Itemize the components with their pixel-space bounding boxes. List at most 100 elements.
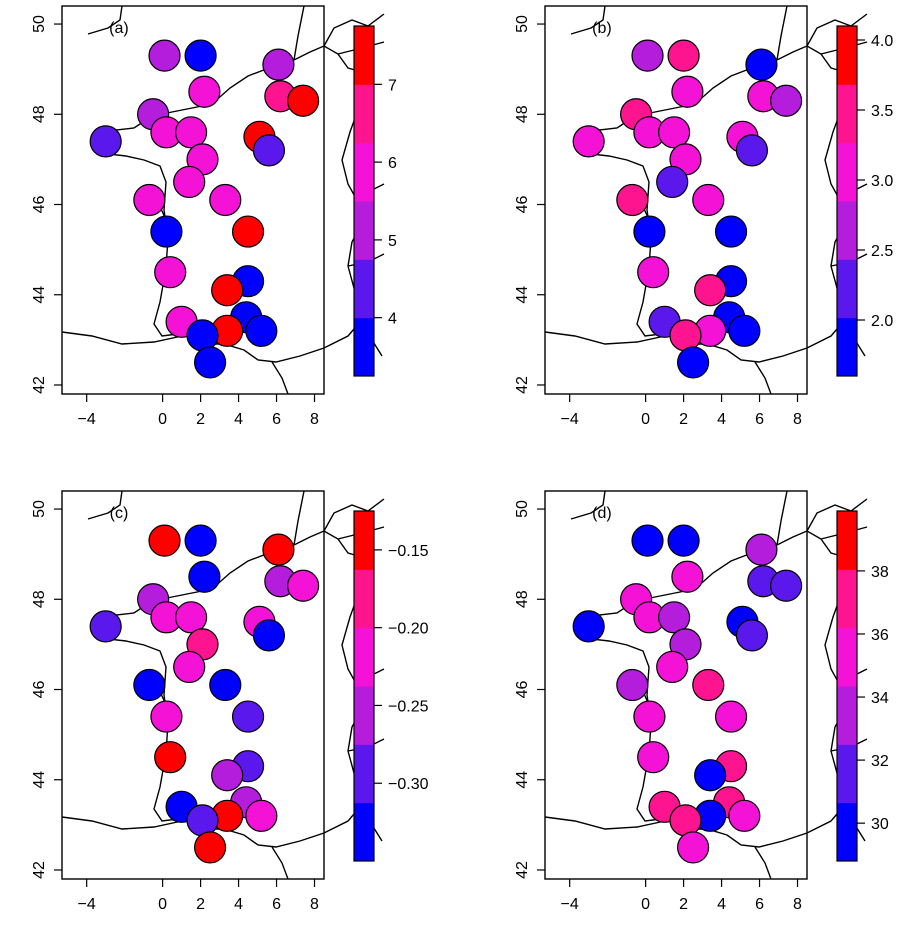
panel-label: (b): [592, 20, 612, 37]
colorbar-segment: [354, 569, 374, 629]
colorbar-segment: [837, 201, 857, 260]
data-point: [616, 183, 649, 217]
data-point: [154, 741, 187, 774]
colorbar-tick-label: 4.0: [871, 33, 893, 50]
y-tick-label: 42: [514, 861, 531, 879]
x-tick-label: 0: [158, 896, 167, 913]
colorbar-segment: [837, 802, 857, 862]
x-tick-label: 6: [755, 896, 764, 913]
data-point: [694, 274, 727, 307]
x-tick-label: −4: [561, 896, 579, 913]
x-tick-label: 0: [641, 896, 650, 913]
x-tick-label: 2: [679, 411, 688, 428]
y-tick-label: 46: [514, 196, 531, 214]
data-point: [89, 125, 122, 158]
data-point: [287, 84, 320, 117]
data-point: [184, 39, 217, 72]
colorbar: −0.15 −0.20 −0.25 −0.30: [353, 510, 429, 862]
colorbar-segment: [354, 627, 374, 687]
data-point: [714, 700, 748, 733]
colorbar-segment: [354, 802, 374, 862]
data-point: [133, 668, 166, 702]
data-point: [658, 116, 691, 149]
data-point: [154, 256, 187, 289]
data-point: [631, 39, 664, 72]
data-point: [262, 533, 295, 566]
data-point: [173, 165, 206, 199]
colorbar-segment: [354, 142, 374, 202]
data-point: [631, 524, 664, 557]
colorbar-segment: [837, 84, 857, 144]
colorbar-segment: [837, 142, 857, 202]
data-point: [193, 346, 227, 379]
data-point: [184, 524, 217, 557]
y-tick-label: 48: [31, 105, 48, 123]
data-point: [148, 39, 181, 72]
data-point: [211, 274, 244, 307]
data-point: [186, 804, 219, 837]
y-tick-label: 48: [514, 590, 531, 608]
data-point: [735, 619, 769, 652]
y-tick-label: 50: [514, 500, 531, 518]
colorbar-segment: [354, 317, 374, 377]
data-point: [231, 700, 265, 733]
data-point: [245, 314, 278, 347]
data-point: [745, 48, 778, 81]
colorbar-tick-label: 30: [871, 816, 889, 833]
y-tick-label: 46: [31, 196, 48, 214]
colorbar-segment: [354, 744, 374, 804]
data-point: [633, 700, 666, 733]
data-point: [667, 39, 700, 72]
data-point: [262, 48, 295, 81]
data-point: [676, 346, 710, 379]
y-tick-label: 42: [514, 376, 531, 394]
y-tick-label: 48: [31, 590, 48, 608]
colorbar-tick-label: 4: [388, 311, 397, 328]
plot-frame: [544, 490, 808, 880]
colorbar-segment: [837, 317, 857, 377]
data-point: [714, 215, 748, 248]
data-point: [193, 831, 227, 864]
colorbar-segment: [354, 26, 374, 85]
colorbar-tick-label: 2.0: [871, 313, 893, 330]
data-point: [252, 134, 286, 167]
data-point: [211, 759, 244, 792]
colorbar: 30 32 34 36 38: [836, 510, 889, 862]
colorbar-tick-label: −0.20: [388, 621, 429, 638]
y-tick-label: 50: [31, 15, 48, 33]
x-tick-label: 2: [196, 411, 205, 428]
y-tick-label: 44: [514, 771, 531, 789]
colorbar-frame: [353, 25, 375, 377]
y-tick-label: 50: [514, 15, 531, 33]
data-point: [175, 116, 208, 149]
colorbar-segment: [354, 84, 374, 144]
data-point: [692, 668, 725, 702]
data-point: [572, 125, 605, 158]
colorbar-segment: [837, 627, 857, 687]
data-point: [671, 75, 704, 108]
x-tick-label: −4: [78, 896, 96, 913]
colorbar-tick-label: 34: [871, 690, 889, 707]
x-tick-label: 8: [793, 896, 802, 913]
plot-frame: [544, 5, 808, 395]
data-point: [188, 75, 221, 108]
panel-label: (c): [110, 505, 129, 522]
x-tick-label: −4: [78, 411, 96, 428]
y-tick-label: 44: [514, 286, 531, 304]
colorbar-segment: [837, 26, 857, 85]
y-tick-label: 44: [31, 286, 48, 304]
x-tick-label: 6: [755, 411, 764, 428]
data-point: [231, 215, 265, 248]
x-tick-label: 0: [158, 411, 167, 428]
x-tick-label: −4: [561, 411, 579, 428]
colorbar-tick-label: 36: [871, 627, 889, 644]
x-tick-label: 4: [234, 896, 243, 913]
colorbar-segment: [837, 744, 857, 804]
x-tick-label: 6: [272, 896, 281, 913]
colorbar-segment: [837, 511, 857, 570]
colorbar-tick-label: 7: [388, 77, 397, 94]
